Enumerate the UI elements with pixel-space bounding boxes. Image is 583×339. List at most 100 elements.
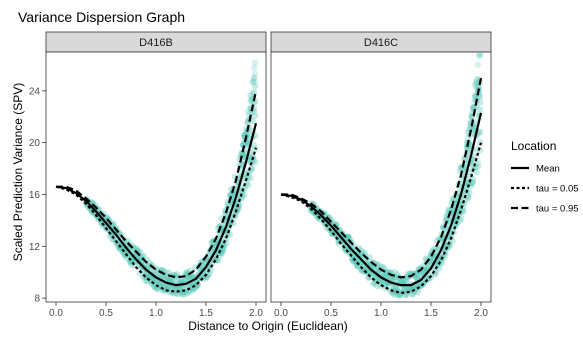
scatter-point <box>193 283 200 290</box>
scatter-point <box>370 279 377 287</box>
x-tick-label: 1.0 <box>374 308 388 319</box>
x-tick-label: 0.5 <box>324 308 338 319</box>
scatter-point <box>182 270 189 277</box>
scatter-point <box>217 222 224 230</box>
scatter-point <box>181 277 188 285</box>
scatter-point <box>249 153 256 160</box>
series-line-tau-0-95 <box>56 90 258 279</box>
x-tick-label: 2.0 <box>249 308 263 319</box>
chart-title: Variance Dispersion Graph <box>18 9 185 25</box>
scatter-point <box>427 257 435 264</box>
scatter-point <box>375 261 382 268</box>
y-tick-label: 24 <box>29 86 41 97</box>
scatter-point <box>110 220 117 228</box>
scatter-point <box>205 271 212 279</box>
legend: Location Mean tau = 0.05 tau = 0.95 <box>511 139 579 215</box>
scatter-point <box>465 193 472 200</box>
scatter-point <box>217 252 224 259</box>
scatter-point <box>315 214 322 222</box>
scatter-point <box>473 75 480 83</box>
y-axis-ticks: 8 12 16 20 24 <box>29 86 46 305</box>
scatter-point <box>469 104 477 111</box>
scatter-point <box>241 191 248 199</box>
scatter-point <box>413 275 420 282</box>
x-tick-label: 2.0 <box>474 308 488 319</box>
scatter-point <box>477 99 484 106</box>
scatter-point <box>151 283 158 290</box>
scatter-point <box>243 140 250 148</box>
x-tick-label: 0.0 <box>49 308 63 319</box>
scatter-point <box>123 255 130 262</box>
scatter-point <box>165 269 172 276</box>
scatter-point <box>406 284 413 292</box>
scatter-point <box>390 291 397 298</box>
scatter-point <box>396 292 403 299</box>
legend-item: Mean <box>511 164 560 175</box>
panel-frame <box>270 51 492 303</box>
scatter-point <box>397 289 405 297</box>
scatter-point <box>401 276 408 284</box>
scatter-point <box>154 286 162 293</box>
scatter-point <box>244 108 252 116</box>
scatter-point <box>247 92 254 99</box>
scatter-point <box>473 79 480 87</box>
x-axis-label: Distance to Origin (Euclidean) <box>188 319 347 333</box>
scatter-point <box>472 82 479 90</box>
scatter-point <box>219 247 226 254</box>
y-tick-label: 20 <box>29 138 41 149</box>
y-axis-label: Scaled Prediction Variance (SPV) <box>11 83 25 262</box>
panel-d416b: D416B 0.0 0.5 1.0 1.5 2.0 8 12 16 20 24 <box>29 31 267 319</box>
x-tick-label: 1.0 <box>149 308 163 319</box>
legend-title: Location <box>511 139 556 153</box>
scatter-point <box>389 290 396 297</box>
x-axis-ticks: 0.0 0.5 1.0 1.5 2.0 <box>49 302 263 319</box>
scatter-point <box>172 284 180 292</box>
scatter-point <box>383 282 390 289</box>
scatter-point <box>201 258 208 266</box>
scatter-point <box>192 264 199 271</box>
x-tick-label: 0.0 <box>274 308 288 319</box>
scatter-point <box>124 238 132 245</box>
scatter-point <box>475 52 483 59</box>
scatter-point <box>436 265 443 272</box>
scatter-point <box>224 201 231 209</box>
scatter-point <box>145 262 152 270</box>
scatter-point <box>402 277 409 284</box>
legend-label: tau = 0.05 <box>536 184 579 195</box>
scatter-point <box>472 119 479 126</box>
scatter-point <box>475 85 483 92</box>
scatter-point <box>395 291 402 299</box>
x-tick-label: 1.5 <box>424 308 438 319</box>
scatter-point <box>250 75 258 82</box>
scatter-point <box>474 61 481 68</box>
scatter-point <box>194 281 201 289</box>
facet-panels: D416B 0.0 0.5 1.0 1.5 2.0 8 12 16 20 24 D416C 0.0 0.5… <box>29 31 492 319</box>
legend-item: tau = 0.95 <box>511 204 579 215</box>
scatter-point <box>405 287 412 295</box>
scatter-point <box>348 255 355 263</box>
scatter-point <box>164 284 171 292</box>
scatter-point <box>252 78 259 86</box>
scatter-point <box>419 279 426 287</box>
y-tick-label: 12 <box>29 242 41 253</box>
scatter-point <box>226 191 234 198</box>
scatter-point <box>477 52 484 59</box>
series-line-tau-0-95 <box>281 77 483 279</box>
scatter-point <box>190 280 198 288</box>
scatter-point <box>252 59 259 67</box>
scatter-point <box>165 283 172 291</box>
scatter-point <box>151 267 158 274</box>
scatter-point <box>472 81 479 88</box>
scatter-point <box>413 274 420 281</box>
scatter-point <box>160 273 168 280</box>
scatter-point <box>250 64 258 71</box>
scatter-point <box>405 287 412 295</box>
scatter-point <box>346 234 353 242</box>
scatter-point <box>373 282 381 290</box>
scatter-point <box>247 155 254 162</box>
scatter-point <box>104 214 111 221</box>
scatter-point <box>473 169 480 176</box>
scatter-point <box>236 161 243 168</box>
scatter-point <box>469 175 477 183</box>
